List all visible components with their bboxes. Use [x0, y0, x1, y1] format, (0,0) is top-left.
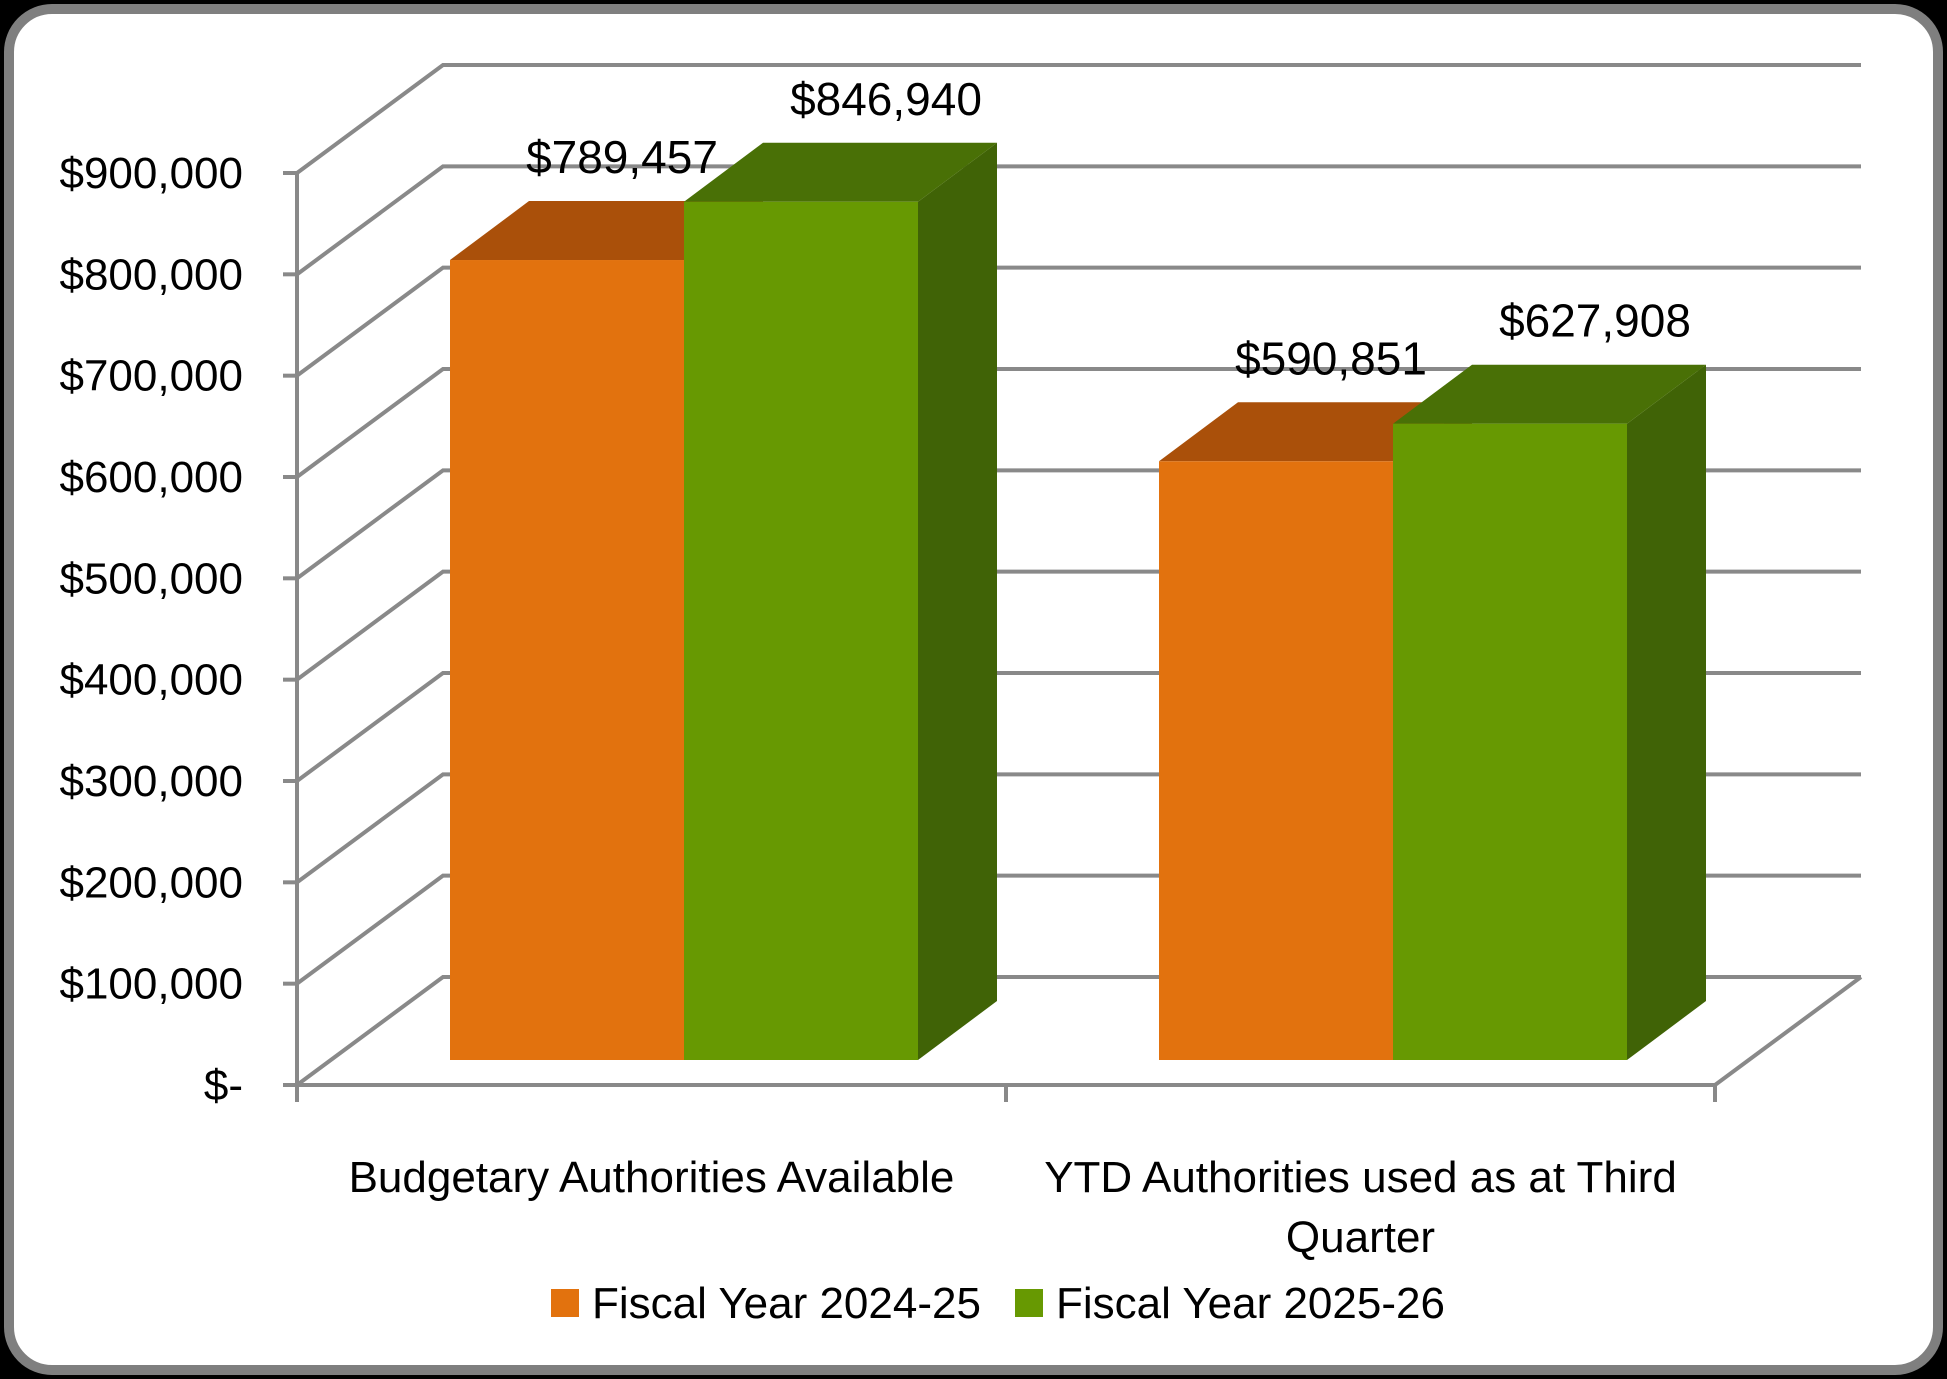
bar-s1-c1-front [1393, 423, 1627, 1061]
bar-s0-c1-front [1159, 461, 1393, 1060]
axis-layer [283, 171, 1717, 1102]
data-label: $789,457 [526, 131, 718, 183]
label-layer: $- $100,000 $200,000 $300,000 $400,000 $500,0… [59, 73, 1690, 1262]
y-axis-label: $- [204, 1061, 243, 1110]
category-label: YTD Authorities used as at Third [1044, 1153, 1677, 1202]
gridline [295, 63, 1861, 175]
legend-layer: Fiscal Year 2024-25 Fiscal Year 2025-26 [551, 1279, 1445, 1328]
y-axis-label: $400,000 [59, 656, 243, 705]
data-label: $846,940 [790, 73, 982, 125]
bar-s1-c0-side [918, 142, 997, 1061]
data-label: $590,851 [1235, 332, 1427, 384]
legend-swatch [1015, 1289, 1043, 1317]
floor-right-edge [1713, 975, 1863, 1087]
y-axis-label: $100,000 [59, 960, 243, 1009]
y-axis-label: $700,000 [59, 352, 243, 401]
gridline [295, 367, 1861, 479]
y-axis-label: $200,000 [59, 858, 243, 907]
gridline [295, 164, 1861, 276]
bar-layer [450, 142, 1706, 1061]
category-label: Budgetary Authorities Available [349, 1153, 955, 1202]
category-label: Quarter [1286, 1213, 1435, 1262]
y-axis-label: $500,000 [59, 554, 243, 603]
gridline [295, 265, 1861, 378]
y-axis-label: $600,000 [59, 453, 243, 502]
y-axis-label: $900,000 [59, 149, 243, 198]
y-axis-label: $800,000 [59, 250, 243, 299]
bar-s1-c0-top [684, 142, 997, 202]
y-axis-label: $300,000 [59, 757, 243, 806]
data-label: $627,908 [1499, 295, 1691, 347]
bar-s1-c1-top [1393, 364, 1706, 424]
bar-s1-c1-side [1627, 364, 1706, 1061]
legend-label: Fiscal Year 2024-25 [592, 1279, 981, 1328]
bar-s1-c0-front [684, 201, 918, 1061]
legend-swatch [551, 1289, 579, 1317]
bar-s0-c0-front [450, 260, 684, 1060]
legend-label: Fiscal Year 2025-26 [1056, 1279, 1445, 1328]
